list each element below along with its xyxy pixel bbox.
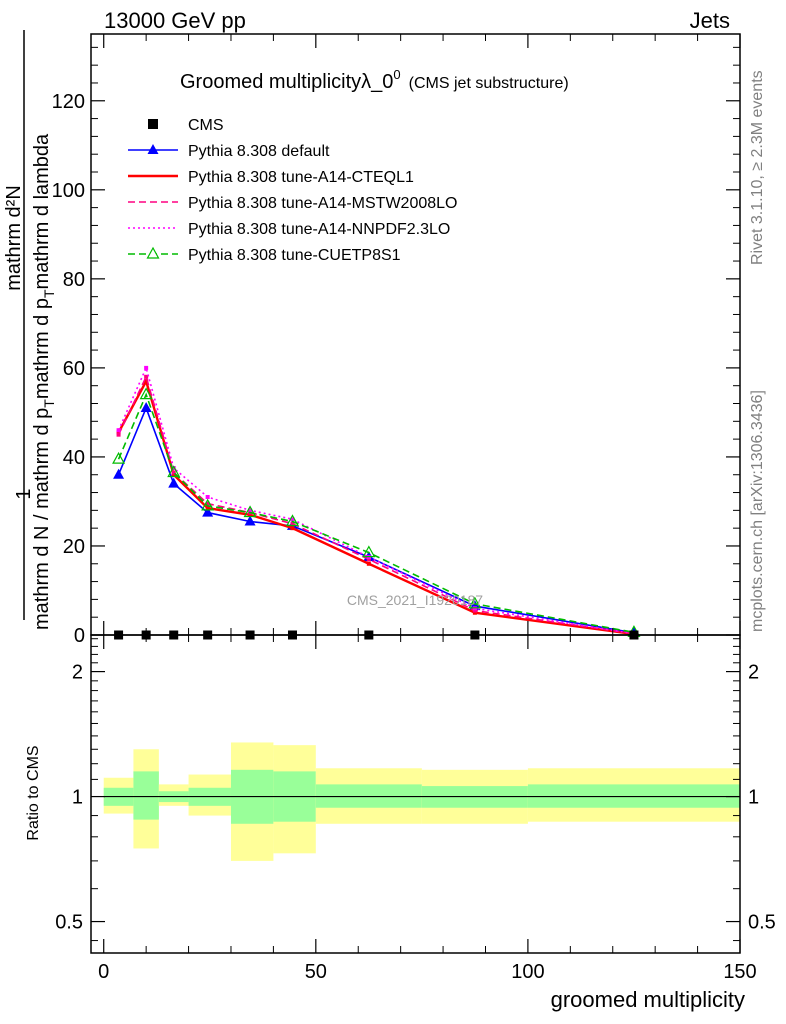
legend-label: CMS	[188, 117, 224, 134]
legend-marker	[147, 144, 159, 154]
series-point-3	[116, 428, 121, 433]
series-point-0	[244, 515, 256, 526]
x-tick-label: 50	[305, 961, 327, 983]
series-point-0	[140, 401, 152, 412]
y-tick-label: 100	[52, 180, 85, 202]
series-point-4	[201, 498, 215, 511]
series-point-2	[144, 374, 149, 379]
mcplots-label: mcplots.cern.ch [arXiv:1306.3436]	[749, 390, 766, 632]
y-axis-label: 1 mathrm d²N mathrm d N / mathrm d pTmat…	[3, 30, 57, 630]
series-point-1	[366, 561, 371, 566]
series-point-1	[248, 512, 253, 517]
series-point-3	[144, 365, 149, 370]
ratio-y-tick-label-right: 0.5	[748, 912, 776, 934]
series-point-4	[243, 505, 257, 518]
ylabel-lower-end: mathrm d lambda	[31, 133, 53, 289]
series-point-1	[290, 526, 295, 531]
series-point-1	[144, 379, 149, 384]
x-tick-label: 150	[723, 961, 756, 983]
series-point-4	[167, 465, 181, 478]
svg-text:mathrm d N / mathrm d pTmathrm: mathrm d N / mathrm d pTmathrm d pTmathr…	[31, 133, 57, 630]
series-point-1	[472, 610, 477, 615]
ylabel-upper: mathrm d²N	[3, 185, 25, 291]
series-point-2	[171, 470, 176, 475]
series-line-4	[117, 392, 635, 634]
series-point-0	[202, 506, 214, 517]
ratio-y-tick-label: 0.5	[55, 912, 83, 934]
x-tick-label: 0	[98, 961, 109, 983]
series-point-1	[171, 472, 176, 477]
ylabel-lower-tail: mathrm d p	[31, 298, 53, 399]
ylabel-lower: mathrm d N / mathrm d p	[31, 408, 53, 630]
legend-label: Pythia 8.308 tune-A14-MSTW2008LO	[188, 195, 457, 212]
legend-label: Pythia 8.308 tune-CUETP8S1	[188, 247, 401, 264]
ratio-panel-frame	[90, 634, 741, 954]
series-point-0	[113, 468, 125, 479]
series-point-4	[285, 514, 300, 527]
series-point-4	[112, 451, 126, 464]
energy-label: 13000 GeV pp	[104, 8, 246, 33]
legend-label: Pythia 8.308 tune-A14-CTEQL1	[188, 169, 414, 186]
y-tick-label: 80	[63, 269, 85, 291]
series-point-2	[290, 521, 295, 526]
category-label: Jets	[690, 8, 730, 33]
legend-cms-marker	[148, 119, 158, 129]
series-point-3	[248, 508, 253, 513]
watermark: CMS_2021_I1920187	[347, 592, 483, 608]
chart-title-suffix: (CMS jet substructure)	[409, 75, 569, 92]
y-tick-label: 120	[52, 91, 85, 113]
legend-marker	[146, 246, 160, 259]
legend-label: Pythia 8.308 tune-A14-NNPDF2.3LO	[188, 221, 450, 238]
series-point-3	[171, 466, 176, 471]
series-point-4	[362, 545, 376, 558]
y-tick-label: 40	[63, 447, 85, 469]
x-tick-label: 100	[511, 961, 544, 983]
ratio-inner-band	[133, 771, 159, 820]
ratio-y-tick-label-right: 2	[748, 662, 759, 684]
series-point-3	[205, 494, 210, 499]
series-point-4	[468, 596, 482, 609]
y-tick-label: 20	[63, 536, 85, 558]
ylabel-lower-tail-sub: T	[41, 289, 57, 298]
chart-title: Groomed multiplicityλ_00 (CMS jet substru…	[180, 67, 569, 93]
series-point-3	[290, 517, 295, 522]
series-point-2	[472, 608, 477, 613]
series-point-2	[116, 432, 121, 437]
ratio-y-tick-label-right: 1	[748, 787, 759, 809]
ratio-panel: 0.5 0.5 1 1 2 2 0 50 100 150	[55, 634, 776, 983]
y-tick-label: 0	[74, 625, 85, 647]
legend: CMS Pythia 8.308 default Pythia 8.308 tune…	[128, 117, 457, 264]
series-point-1	[116, 430, 121, 435]
ratio-y-label: Ratio to CMS	[25, 745, 42, 840]
series-point-0	[168, 477, 180, 488]
ratio-y-tick-label: 2	[72, 662, 83, 684]
series-point-2	[205, 501, 210, 506]
ratio-y-tick-label: 1	[72, 787, 83, 809]
ylabel-lower-sub: T	[41, 399, 57, 408]
legend-label: Pythia 8.308 default	[188, 143, 330, 160]
chart-title-main: Groomed multiplicityλ_0	[180, 71, 393, 93]
chart-title-sup: 0	[393, 67, 400, 82]
x-axis-label: groomed multiplicity	[551, 987, 745, 1012]
series-point-2	[366, 557, 371, 562]
series-point-1	[205, 506, 210, 511]
svg-text:Groomed multiplicityλ_00(CMS j: Groomed multiplicityλ_00 (CMS jet substru…	[180, 67, 569, 93]
series-point-4	[139, 387, 153, 400]
rivet-label: Rivet 3.1.10, ≥ 2.3M events	[749, 70, 766, 265]
y-tick-label: 60	[63, 358, 85, 380]
